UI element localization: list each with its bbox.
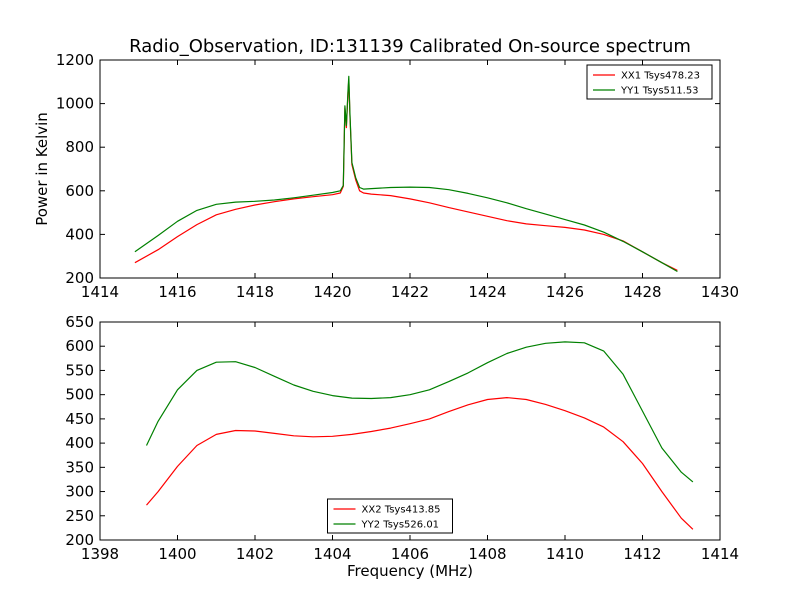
y-tick-label: 350: [65, 458, 94, 476]
x-tick-label: 1428: [623, 283, 661, 301]
x-tick-label: 1402: [236, 545, 274, 563]
x-tick-label: 1412: [623, 545, 661, 563]
x-tick-label: 1414: [701, 545, 739, 563]
x-tick-label: 1414: [81, 283, 119, 301]
x-tick-label: 1398: [81, 545, 119, 563]
series-line-yy1: [134, 75, 678, 273]
x-tick-label: 1406: [391, 545, 429, 563]
y-tick-label: 400: [65, 434, 94, 452]
y-tick-label: 450: [65, 410, 94, 428]
legend: XX2 Tsys413.85 YY2 Tsys526.01: [327, 498, 453, 534]
y-tick-label: 550: [65, 361, 94, 379]
x-tick-label: 1408: [468, 545, 506, 563]
y-tick-label: 600: [65, 182, 94, 200]
y-tick-label: 800: [65, 138, 94, 156]
x-tick-label: 1400: [158, 545, 196, 563]
x-tick-label: 1418: [236, 283, 274, 301]
x-tick-label: 1430: [701, 283, 739, 301]
y-tick-label: 500: [65, 386, 94, 404]
y-tick-label: 300: [65, 483, 94, 501]
x-tick-label: 1424: [468, 283, 506, 301]
series-line-yy2: [145, 341, 694, 483]
x-tick-label: 1422: [391, 283, 429, 301]
y-axis-label: Power in Kelvin: [33, 112, 51, 226]
y-tick-label: 1000: [56, 95, 94, 113]
legend-label: XX1 Tsys478.23: [621, 71, 700, 82]
x-tick-label: 1410: [546, 545, 584, 563]
legend-box: [327, 498, 453, 534]
top-subplot: 1414 1416 1418 1420 1422 1424 1426 1428 1430 200 4…: [56, 51, 739, 301]
y-tick-label: 600: [65, 337, 94, 355]
series-line-xx1: [134, 78, 678, 271]
x-tick-label: 1416: [158, 283, 196, 301]
x-tick-label: 1426: [546, 283, 584, 301]
x-tick-label: 1404: [313, 545, 351, 563]
chart-title: Radio_Observation, ID:131139 Calibrated …: [129, 36, 691, 57]
legend-label: YY1 Tsys511.53: [620, 86, 699, 97]
y-tick-label: 650: [65, 313, 94, 331]
legend-label: YY2 Tsys526.01: [361, 520, 440, 531]
series-line-xx2: [146, 397, 694, 530]
y-tick-label: 250: [65, 507, 94, 525]
y-tick-label: 200: [65, 531, 94, 549]
y-tick-label: 400: [65, 225, 94, 243]
legend-label: XX2 Tsys413.85: [362, 505, 441, 516]
y-tick-label: 200: [65, 269, 94, 287]
bottom-subplot: 1398 1400 1402 1404 1406 1408 1410 1412 1414 200 2…: [65, 313, 739, 563]
x-axis-label: Frequency (MHz): [347, 562, 473, 580]
legend-box: [586, 64, 713, 100]
y-tick-label: 1200: [56, 51, 94, 69]
x-tick-label: 1420: [313, 283, 351, 301]
legend: XX1 Tsys478.23 YY1 Tsys511.53: [586, 64, 713, 100]
